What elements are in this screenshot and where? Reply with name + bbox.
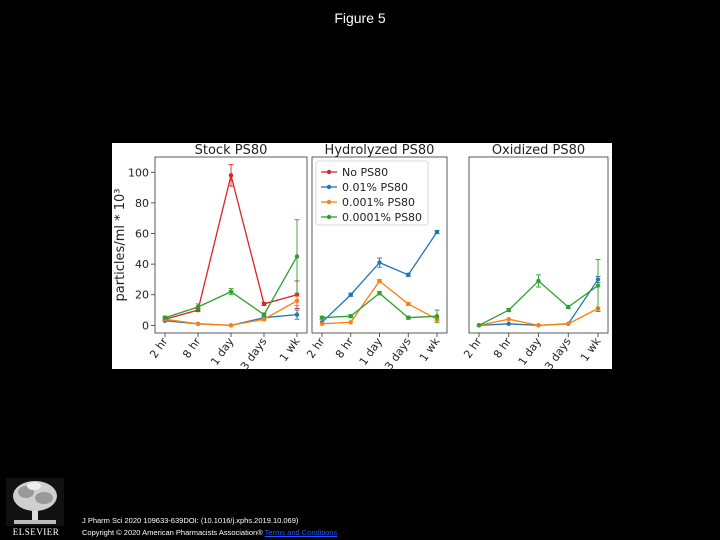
data-point: [506, 317, 511, 322]
figure-panel: particles/ml * 10³ Stock PS80 0 20 40 60 80 100…: [112, 143, 612, 369]
x-tick-label: 2 hr: [147, 335, 171, 361]
footer-citation-line: J Pharm Sci 2020 109633-639DOI: (10.1016…: [82, 516, 299, 525]
data-point: [348, 320, 353, 325]
data-point: [294, 254, 300, 259]
elsevier-logo-text: ELSEVIER: [12, 527, 60, 537]
data-point: [377, 260, 382, 265]
data-point: [162, 315, 168, 320]
data-point: [406, 301, 411, 307]
data-point: [377, 291, 382, 296]
x-tick-label: 3 days: [238, 335, 270, 369]
panel-title: Hydrolyzed PS80: [325, 143, 435, 158]
data-point: [434, 229, 440, 235]
panel-frame: [468, 156, 609, 334]
x-tick-label: 3 days: [382, 335, 414, 369]
footer-citation: J Pharm Sci 2020 109633-639DOI: (10.1016…: [82, 515, 337, 539]
data-point: [261, 317, 267, 322]
data-point: [228, 173, 234, 178]
data-point: [506, 321, 511, 327]
footer-copyright-line: Copyright © 2020 American Pharmacists As…: [82, 527, 337, 539]
y-axis-label: particles/ml * 10³: [113, 189, 128, 302]
data-point: [294, 312, 300, 317]
data-point: [228, 323, 234, 328]
terms-link[interactable]: Terms and Conditions: [264, 528, 338, 537]
data-point: [595, 283, 601, 288]
x-tick-label: 1 wk: [578, 335, 604, 364]
elsevier-tree-logo: [6, 478, 64, 526]
y-tick-label: 60: [135, 228, 149, 241]
data-point: [406, 315, 411, 320]
y-tick-label: 80: [135, 197, 149, 210]
x-tick-label: 1 day: [208, 335, 237, 368]
legend-label: 0.01% PS80: [342, 181, 408, 194]
x-tick-label: 8 hr: [180, 335, 204, 361]
data-point: [261, 301, 267, 307]
data-point: [476, 323, 482, 328]
data-point: [377, 278, 382, 284]
x-tick-label: 1 wk: [417, 335, 443, 364]
series-line: [478, 280, 599, 326]
x-tick-label: 2 hr: [304, 335, 328, 361]
data-point: [319, 315, 325, 320]
data-point: [195, 321, 201, 327]
figure-chart-svg: particles/ml * 10³ Stock PS80 0 20 40 60 80 100…: [113, 143, 609, 369]
slide-title: Figure 5: [334, 10, 386, 26]
series-line: [164, 256, 298, 319]
data-point: [506, 307, 511, 313]
y-tick-label: 40: [135, 258, 149, 271]
legend-label: No PS80: [342, 166, 388, 179]
panel-title: Oxidized PS80: [492, 143, 585, 158]
data-point: [536, 323, 541, 328]
x-tick-label: 2 hr: [461, 335, 485, 361]
y-tick-label: 20: [135, 289, 149, 302]
x-tick-label: 1 wk: [277, 335, 303, 364]
data-point: [294, 298, 300, 304]
x-tick-label: 1 day: [516, 335, 545, 368]
data-point: [434, 313, 440, 319]
data-point: [195, 304, 201, 310]
data-point: [228, 289, 234, 294]
data-point: [348, 313, 353, 319]
legend-box: [315, 160, 429, 226]
y-tick-label: 0: [142, 319, 149, 332]
footer-copyright-text: Copyright © 2020 American Pharmacists As…: [82, 528, 263, 537]
panel-title: Stock PS80: [195, 143, 268, 158]
x-tick-label: 8 hr: [333, 335, 357, 361]
x-tick-label: 8 hr: [491, 335, 515, 361]
data-point: [348, 292, 353, 297]
y-tick-label: 100: [128, 166, 149, 179]
x-tick-label: 1 day: [357, 335, 386, 368]
series-line: [321, 231, 438, 323]
series-line: [164, 175, 298, 320]
legend-swatch-marker: [326, 169, 332, 175]
data-point: [566, 321, 571, 327]
x-tick-label: 3 days: [542, 335, 574, 369]
data-point: [319, 321, 325, 327]
legend-swatch-marker: [326, 214, 332, 220]
data-point: [566, 304, 571, 310]
data-point: [261, 312, 267, 317]
legend-label: 0.0001% PS80: [342, 211, 422, 224]
series-line: [478, 307, 599, 327]
legend-label: 0.001% PS80: [342, 196, 415, 209]
legend-swatch-marker: [326, 199, 332, 205]
data-point: [536, 278, 541, 284]
data-point: [406, 272, 411, 278]
legend-swatch-marker: [326, 184, 332, 190]
